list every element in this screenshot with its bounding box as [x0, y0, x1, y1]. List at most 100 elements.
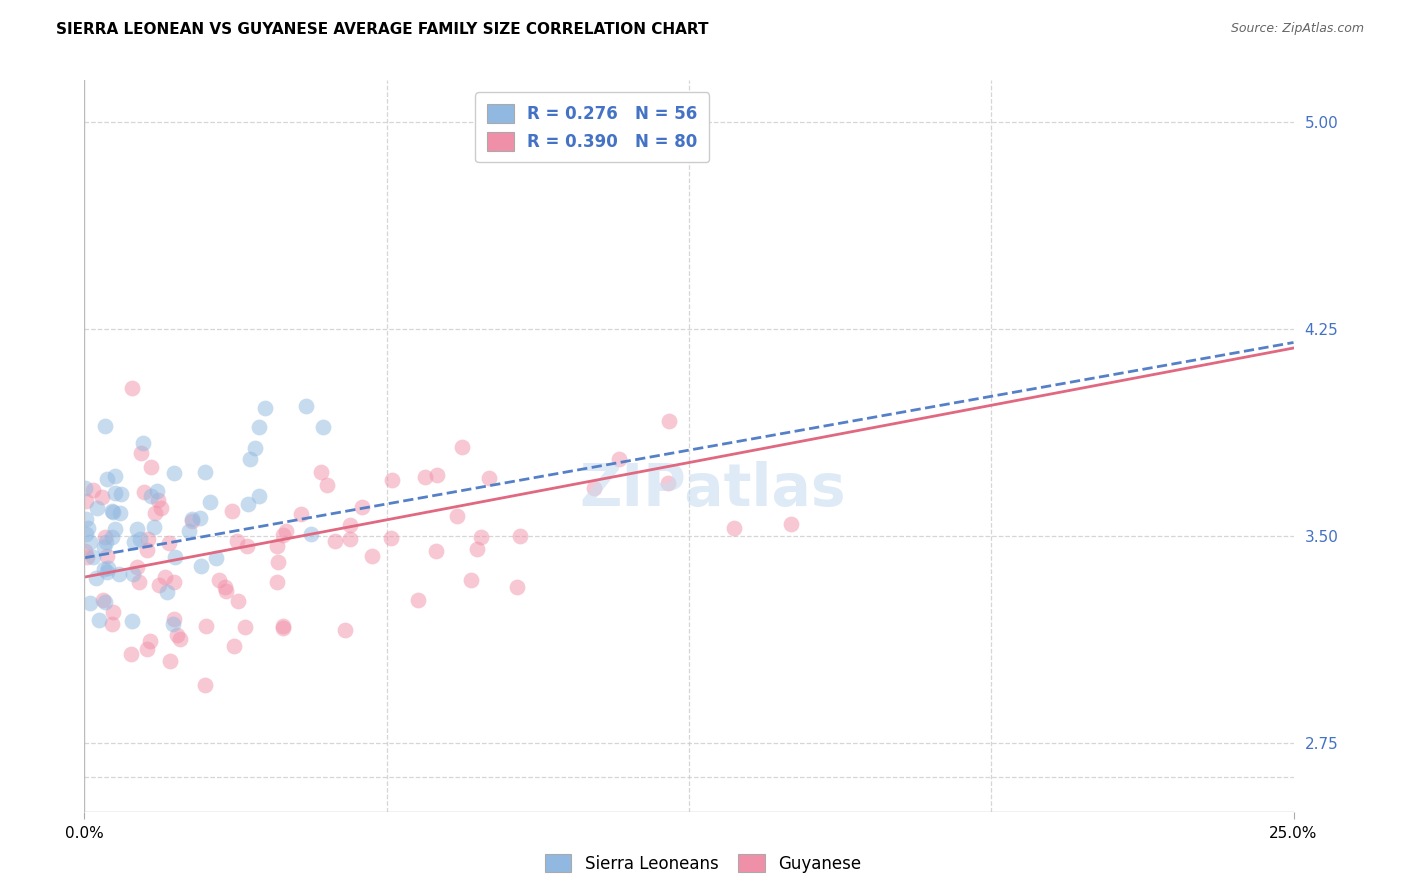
Point — [163, 549, 186, 564]
Point — [339, 517, 361, 532]
Point — [156, 585, 179, 599]
Point — [127, 522, 149, 536]
Point — [76, 549, 98, 564]
Point — [93, 419, 115, 434]
Point — [236, 539, 259, 553]
Point — [266, 539, 288, 553]
Point — [169, 632, 191, 647]
Point — [149, 501, 172, 516]
Point — [267, 555, 290, 569]
Point — [136, 641, 159, 656]
Point — [658, 414, 681, 428]
Point — [76, 521, 98, 535]
Point — [271, 618, 294, 632]
Point — [96, 549, 118, 563]
Point — [104, 468, 127, 483]
Point — [194, 678, 217, 692]
Point — [273, 621, 295, 635]
Point — [446, 509, 468, 524]
Point — [128, 574, 150, 589]
Point — [91, 490, 114, 504]
Point — [233, 620, 256, 634]
Point — [101, 617, 124, 632]
Point — [465, 541, 488, 556]
Text: Source: ZipAtlas.com: Source: ZipAtlas.com — [1230, 22, 1364, 36]
Point — [139, 459, 162, 474]
Point — [194, 619, 217, 633]
Point — [75, 527, 97, 541]
Point — [408, 593, 430, 607]
Point — [226, 593, 249, 607]
Point — [132, 484, 155, 499]
Point — [122, 567, 145, 582]
Point — [141, 489, 163, 503]
Point — [224, 639, 246, 653]
Point — [309, 465, 332, 479]
Point — [247, 420, 270, 434]
Point — [93, 595, 115, 609]
Point — [163, 574, 186, 589]
Point — [381, 473, 404, 487]
Point — [75, 544, 97, 558]
Point — [104, 522, 127, 536]
Point — [82, 483, 104, 497]
Point — [188, 511, 211, 525]
Point — [243, 441, 266, 455]
Point — [294, 399, 316, 413]
Point — [247, 489, 270, 503]
Point — [94, 534, 117, 549]
Point — [254, 401, 277, 415]
Point — [94, 530, 117, 544]
Point — [325, 534, 347, 549]
Point — [163, 467, 186, 481]
Point — [135, 543, 157, 558]
Point — [316, 478, 339, 492]
Point — [143, 520, 166, 534]
Point — [73, 481, 96, 495]
Point — [290, 507, 312, 521]
Point — [166, 628, 188, 642]
Point — [271, 528, 294, 542]
Point — [607, 451, 630, 466]
Point — [266, 575, 288, 590]
Point — [121, 615, 143, 629]
Point — [91, 593, 114, 607]
Point — [657, 476, 679, 491]
Point — [780, 516, 803, 531]
Point — [333, 624, 356, 638]
Point — [506, 580, 529, 594]
Point — [582, 481, 605, 495]
Point — [101, 605, 124, 619]
Point — [89, 613, 111, 627]
Point — [360, 549, 382, 564]
Point — [239, 452, 262, 467]
Point — [214, 584, 236, 599]
Point — [415, 470, 437, 484]
Point — [157, 536, 180, 550]
Text: SIERRA LEONEAN VS GUYANESE AVERAGE FAMILY SIZE CORRELATION CHART: SIERRA LEONEAN VS GUYANESE AVERAGE FAMIL… — [56, 22, 709, 37]
Point — [225, 534, 247, 549]
Point — [122, 534, 145, 549]
Point — [238, 498, 260, 512]
Point — [82, 549, 104, 564]
Legend: Sierra Leoneans, Guyanese: Sierra Leoneans, Guyanese — [538, 847, 868, 880]
Point — [75, 511, 97, 525]
Legend: R = 0.276   N = 56, R = 0.390   N = 80: R = 0.276 N = 56, R = 0.390 N = 80 — [475, 92, 709, 162]
Point — [221, 504, 243, 518]
Point — [120, 647, 142, 661]
Point — [96, 472, 118, 486]
Point — [194, 465, 217, 479]
Point — [110, 506, 132, 520]
Point — [159, 654, 181, 668]
Point — [132, 435, 155, 450]
Point — [460, 573, 482, 587]
Point — [101, 504, 124, 518]
Point — [312, 420, 335, 434]
Point — [101, 504, 124, 518]
Point — [153, 570, 176, 584]
Point — [79, 535, 101, 549]
Point — [100, 530, 122, 544]
Point — [93, 562, 115, 576]
Point — [299, 527, 322, 541]
Point — [136, 532, 159, 546]
